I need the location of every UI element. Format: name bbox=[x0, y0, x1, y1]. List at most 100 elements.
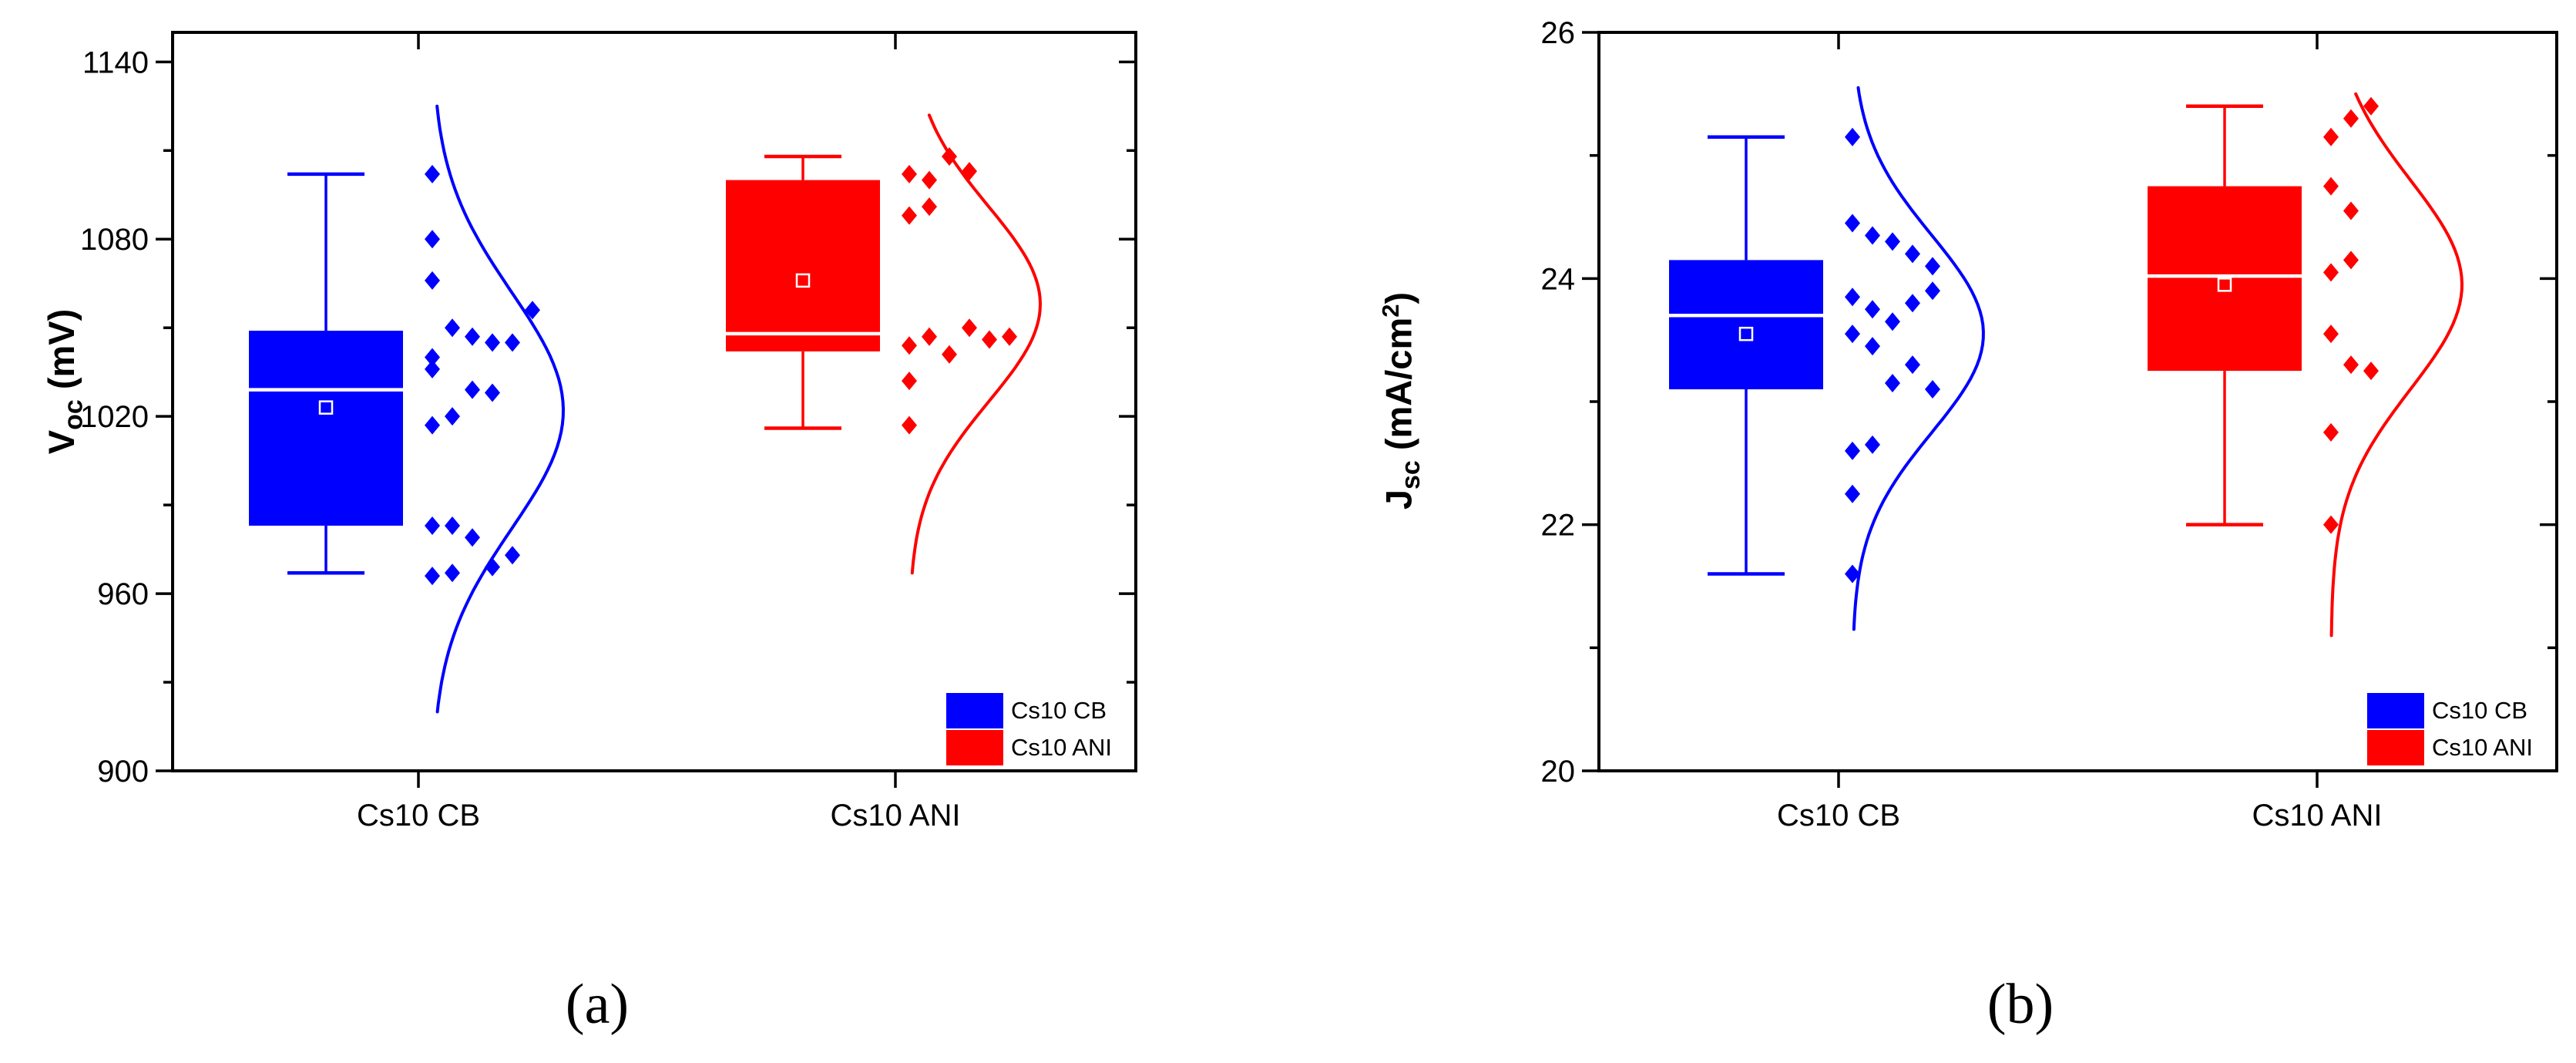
scatter-point bbox=[2343, 251, 2359, 270]
scatter-point bbox=[425, 359, 440, 378]
scatter-point bbox=[1865, 226, 1880, 245]
scatter-point bbox=[1905, 244, 1920, 264]
scatter-point bbox=[2343, 109, 2359, 128]
y-tick-label: 24 bbox=[1541, 262, 1576, 296]
scatter-point bbox=[505, 333, 520, 352]
scatter-point bbox=[1905, 294, 1920, 313]
scatter-point bbox=[2343, 201, 2359, 220]
y-axis-title-voc-subscript: oc bbox=[59, 399, 89, 430]
scatter-point bbox=[902, 206, 917, 225]
y-axis-title-jsc-unit-close: ) bbox=[1378, 291, 1419, 304]
y-axis-title-jsc-subscript: sc bbox=[1396, 460, 1426, 490]
scatter-point bbox=[425, 348, 440, 367]
legend-label-cs10-cb: Cs10 CB bbox=[2432, 697, 2528, 724]
scatter-point bbox=[902, 164, 917, 183]
y-tick-label: 1140 bbox=[82, 45, 149, 79]
mean-marker bbox=[2217, 278, 2232, 292]
scatter-point bbox=[425, 516, 440, 535]
x-category-label: Cs10 CB bbox=[357, 799, 480, 833]
distribution-curve-cs10-cb bbox=[435, 104, 566, 714]
scatter-point bbox=[445, 318, 460, 338]
scatter-point bbox=[485, 333, 500, 352]
legend-item-cs10-cb: Cs10 CB bbox=[946, 692, 1112, 729]
scatter-point bbox=[425, 271, 440, 290]
legend-chart-a: Cs10 CB Cs10 ANI bbox=[946, 692, 1112, 766]
y-tick-label: 20 bbox=[1541, 755, 1576, 789]
caption-a: (a) bbox=[565, 973, 630, 1036]
scatter-point bbox=[1865, 300, 1880, 319]
y-axis-title-jsc-main: J bbox=[1378, 489, 1419, 510]
y-axis-title-jsc-superscript: 2 bbox=[1377, 304, 1404, 318]
scatter-point bbox=[922, 170, 937, 190]
distribution-curve-cs10-ani bbox=[2329, 92, 2464, 637]
scatter-point bbox=[2323, 127, 2339, 146]
caption-b: (b) bbox=[1987, 973, 2054, 1036]
scatter-point bbox=[902, 415, 917, 435]
scatter-point bbox=[902, 372, 917, 391]
box-cs10-cb bbox=[249, 331, 403, 526]
legend-swatch-cs10-cb bbox=[2367, 693, 2424, 728]
scatter-point bbox=[1845, 325, 1860, 344]
y-axis-title-voc: Voc (mV) bbox=[27, 166, 96, 597]
scatter-point bbox=[525, 301, 540, 320]
plot-border-b bbox=[1597, 31, 2558, 772]
scatter-point bbox=[1865, 337, 1880, 356]
scatter-point bbox=[1845, 441, 1860, 460]
scatter-point bbox=[1865, 435, 1880, 454]
legend-swatch-cs10-ani bbox=[946, 730, 1003, 765]
x-category-label: Cs10 CB bbox=[1777, 799, 1900, 833]
scatter-point bbox=[2323, 325, 2339, 344]
scatter-point bbox=[1885, 374, 1900, 393]
scatter-point bbox=[465, 380, 480, 399]
scatter-point bbox=[445, 516, 460, 535]
scatter-point bbox=[445, 407, 460, 426]
legend-label-cs10-cb: Cs10 CB bbox=[1011, 697, 1107, 724]
scatter-point bbox=[1925, 257, 1940, 276]
scatter-point bbox=[2323, 177, 2339, 196]
y-tick-label: 26 bbox=[1541, 16, 1576, 50]
scatter-point bbox=[1905, 355, 1920, 375]
y-tick-label: 900 bbox=[97, 755, 149, 789]
y-axis-title-jsc-unit: (mA/cm bbox=[1378, 317, 1419, 461]
scatter-point bbox=[445, 563, 460, 583]
scatter-point bbox=[425, 164, 440, 183]
y-tick-label: 960 bbox=[97, 577, 149, 611]
scatter-point bbox=[425, 567, 440, 586]
mean-marker bbox=[1738, 326, 1754, 341]
scatter-point bbox=[465, 327, 480, 346]
legend-item-cs10-ani: Cs10 ANI bbox=[2367, 729, 2533, 766]
y-tick-label: 1080 bbox=[80, 223, 149, 257]
scatter-point bbox=[2323, 515, 2339, 534]
y-axis-title-voc-main: V bbox=[41, 429, 82, 455]
scatter-point bbox=[2323, 263, 2339, 282]
scatter-point bbox=[1925, 281, 1940, 301]
scatter-point bbox=[1845, 564, 1860, 584]
scatter-point bbox=[505, 546, 520, 565]
scatter-point bbox=[1845, 484, 1860, 503]
scatter-point bbox=[982, 330, 997, 349]
scatter-point bbox=[1002, 327, 1017, 346]
scatter-point bbox=[902, 336, 917, 355]
scatter-point bbox=[1885, 312, 1900, 331]
legend-item-cs10-ani: Cs10 ANI bbox=[946, 729, 1112, 766]
scatter-point bbox=[1845, 288, 1860, 307]
legend-swatch-cs10-ani bbox=[2367, 730, 2424, 765]
box-cs10-cb bbox=[1669, 260, 1823, 390]
scatter-point bbox=[425, 230, 440, 249]
distribution-curve-cs10-cb bbox=[1852, 86, 1985, 631]
scatter-point bbox=[485, 383, 500, 402]
scatter-point bbox=[2323, 422, 2339, 442]
legend-swatch-cs10-cb bbox=[946, 693, 1003, 728]
scatter-point bbox=[922, 197, 937, 217]
scatter-point bbox=[465, 528, 480, 547]
plot-border-a bbox=[171, 31, 1137, 772]
y-tick-label: 1020 bbox=[80, 400, 149, 434]
legend-chart-b: Cs10 CB Cs10 ANI bbox=[2367, 692, 2533, 766]
scatter-point bbox=[1885, 232, 1900, 251]
scatter-point bbox=[922, 327, 937, 346]
scatter-point bbox=[425, 415, 440, 435]
legend-label-cs10-ani: Cs10 ANI bbox=[1011, 734, 1112, 761]
scatter-point bbox=[2363, 362, 2379, 381]
